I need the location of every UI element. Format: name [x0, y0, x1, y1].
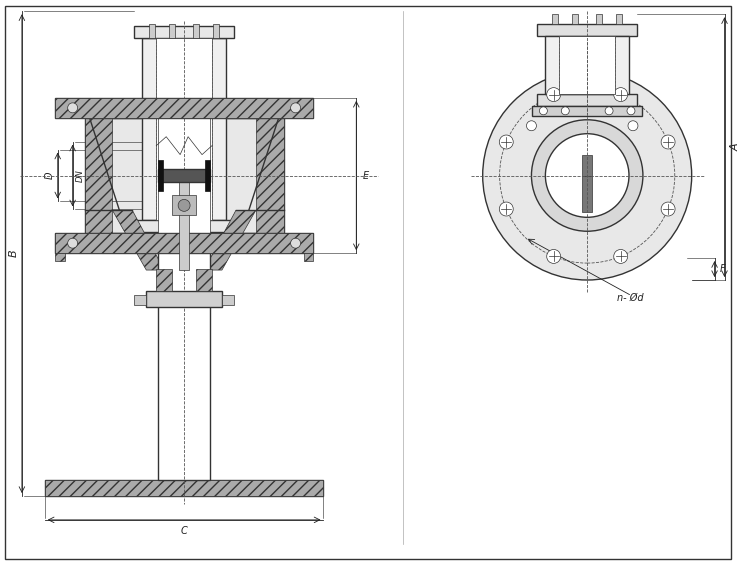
Bar [582, 176, 592, 212]
Bar [256, 118, 283, 233]
Circle shape [526, 121, 536, 131]
Bar [582, 155, 592, 176]
Bar [537, 24, 637, 36]
Circle shape [628, 121, 638, 131]
Bar [135, 26, 234, 38]
Bar [545, 36, 629, 94]
Bar [135, 220, 234, 232]
Bar [179, 168, 189, 270]
Bar [55, 98, 314, 118]
Circle shape [661, 202, 675, 216]
Text: B: B [9, 250, 19, 258]
Circle shape [627, 107, 635, 115]
Bar [559, 36, 615, 94]
Circle shape [67, 103, 78, 113]
Bar [205, 159, 210, 192]
Circle shape [291, 238, 300, 248]
Bar [55, 233, 314, 253]
Bar [84, 118, 283, 233]
Bar [55, 98, 314, 118]
Circle shape [613, 88, 628, 102]
Circle shape [545, 134, 629, 218]
Circle shape [547, 250, 561, 263]
Bar [156, 38, 212, 220]
Bar [158, 118, 210, 233]
Bar [158, 168, 210, 182]
Bar [45, 480, 323, 496]
Text: D: D [44, 172, 55, 179]
Circle shape [291, 103, 300, 113]
Bar [158, 159, 164, 192]
Circle shape [178, 199, 190, 211]
Bar [172, 195, 196, 215]
Circle shape [661, 135, 675, 149]
Bar [156, 269, 172, 291]
Bar [596, 14, 602, 24]
Text: E: E [363, 171, 369, 180]
Text: DN: DN [75, 169, 84, 182]
Bar [533, 106, 642, 116]
Text: C: C [181, 526, 187, 536]
Bar [135, 295, 147, 305]
Bar [142, 38, 226, 220]
Circle shape [605, 107, 613, 115]
Bar [149, 24, 155, 38]
Circle shape [500, 135, 514, 149]
Bar [55, 253, 64, 261]
Bar [158, 253, 210, 480]
Circle shape [500, 202, 514, 216]
Bar [175, 220, 193, 270]
Bar [45, 480, 323, 496]
Bar [572, 14, 578, 24]
Bar [616, 14, 622, 24]
Circle shape [547, 88, 561, 102]
Bar [213, 24, 219, 38]
Bar [193, 24, 199, 38]
Bar [169, 24, 175, 38]
Text: A: A [730, 144, 740, 151]
Circle shape [482, 71, 692, 280]
Polygon shape [204, 210, 256, 270]
Bar [196, 269, 212, 291]
Bar [84, 118, 112, 233]
Polygon shape [112, 210, 164, 270]
Circle shape [613, 250, 628, 263]
Circle shape [531, 120, 643, 231]
Text: F: F [719, 264, 725, 274]
Circle shape [539, 107, 548, 115]
Circle shape [562, 107, 569, 115]
Bar [552, 14, 558, 24]
Bar [222, 295, 234, 305]
Bar [303, 253, 314, 261]
Circle shape [67, 238, 78, 248]
Bar [537, 94, 637, 106]
Bar [55, 233, 314, 253]
Bar [147, 291, 222, 307]
Text: n- Ød: n- Ød [617, 293, 644, 303]
